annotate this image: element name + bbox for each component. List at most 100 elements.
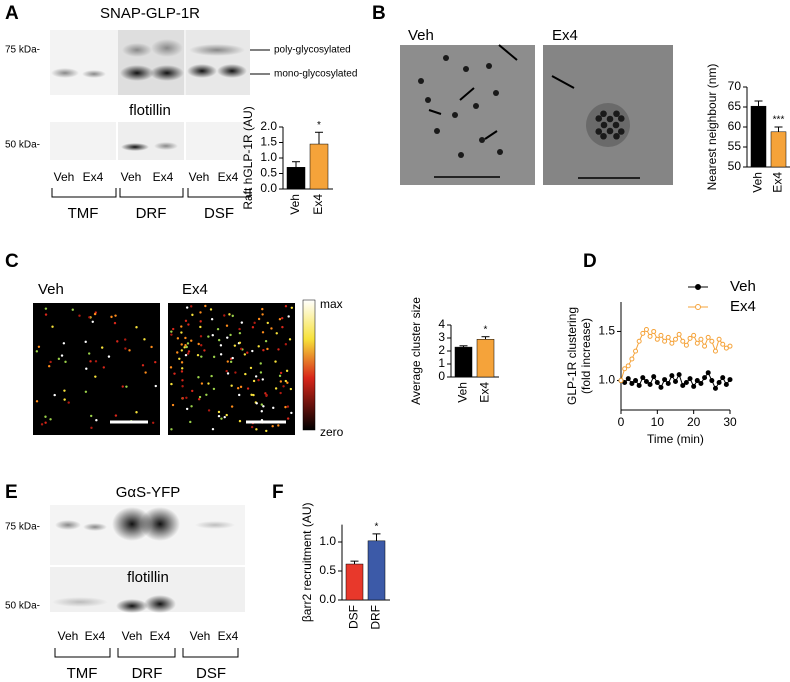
significance: *** bbox=[773, 115, 785, 126]
cluster-spot bbox=[238, 327, 241, 331]
image-label: Veh bbox=[38, 281, 64, 298]
data-point bbox=[647, 333, 653, 339]
cluster-spot bbox=[144, 371, 147, 374]
data-point bbox=[676, 372, 682, 378]
y-tick-label: 50 bbox=[728, 159, 742, 173]
panel-letter: D bbox=[583, 251, 597, 272]
cluster-spot bbox=[262, 405, 265, 408]
cluster-spot bbox=[259, 362, 262, 365]
data-point bbox=[640, 330, 646, 336]
cluster-spot bbox=[84, 340, 87, 344]
y-axis-title: Raft hGLP-1R (AU) bbox=[241, 106, 255, 209]
cluster-spot bbox=[284, 305, 288, 308]
cluster-spot bbox=[184, 336, 187, 340]
data-point bbox=[712, 348, 718, 354]
cluster-spot bbox=[240, 321, 244, 324]
cluster-spot bbox=[49, 418, 52, 421]
cluster-spot bbox=[216, 327, 220, 331]
data-point bbox=[709, 338, 715, 344]
cluster-spot bbox=[151, 421, 155, 424]
cluster-spot bbox=[239, 385, 243, 389]
marker-label: 50 kDa- bbox=[5, 140, 40, 151]
cluster-spot bbox=[184, 319, 188, 323]
cluster-spot bbox=[135, 411, 138, 414]
data-point bbox=[723, 381, 729, 387]
cluster-spot bbox=[44, 415, 47, 418]
data-point bbox=[680, 382, 686, 388]
gold-particle bbox=[486, 63, 492, 69]
cluster-spot bbox=[223, 415, 226, 419]
lane-label: Ex4 bbox=[83, 170, 104, 184]
data-point bbox=[662, 377, 668, 383]
colorbar-label: max bbox=[320, 297, 343, 311]
cluster-spot bbox=[275, 332, 278, 335]
gold-particle bbox=[613, 132, 620, 140]
y-tick-label: 3 bbox=[438, 330, 445, 344]
cluster-spot bbox=[223, 314, 226, 317]
cluster-spot bbox=[255, 402, 258, 405]
data-point bbox=[633, 348, 639, 354]
cluster-spot bbox=[171, 327, 175, 331]
cluster-spot bbox=[253, 321, 256, 325]
cluster-spot bbox=[229, 360, 233, 364]
cluster-spot bbox=[102, 366, 106, 369]
cluster-spot bbox=[239, 347, 243, 351]
lane-label: Veh bbox=[122, 629, 143, 643]
cluster-spot bbox=[180, 370, 184, 373]
cluster-spot bbox=[116, 340, 119, 343]
y-axis-title: GLP-1R clustering bbox=[565, 307, 579, 405]
data-point bbox=[636, 338, 642, 344]
gold-particle bbox=[595, 115, 603, 122]
gold-particle bbox=[595, 128, 603, 135]
lane-label: Veh bbox=[54, 170, 75, 184]
cluster-spot bbox=[243, 353, 247, 356]
cluster-spot bbox=[71, 308, 74, 311]
cluster-spot bbox=[197, 342, 200, 346]
image-label: Veh bbox=[408, 27, 434, 44]
lane-label: Veh bbox=[189, 170, 210, 184]
data-point bbox=[716, 380, 722, 386]
cluster-spot bbox=[231, 314, 234, 318]
cluster-spot bbox=[91, 320, 94, 323]
cluster-spot bbox=[185, 306, 189, 309]
cluster-spot bbox=[170, 333, 173, 336]
cluster-spot bbox=[278, 318, 282, 321]
lane-label: Ex4 bbox=[150, 629, 171, 643]
cluster-spot bbox=[210, 318, 214, 321]
cluster-spot bbox=[234, 371, 237, 374]
cluster-spot bbox=[49, 360, 52, 364]
cluster-spot bbox=[178, 357, 181, 361]
cluster-spot bbox=[264, 392, 267, 395]
cluster-spot bbox=[114, 414, 118, 417]
cluster-spot bbox=[217, 414, 221, 418]
cluster-spot bbox=[141, 364, 145, 367]
cluster-spot bbox=[180, 331, 183, 334]
data-point bbox=[651, 328, 657, 334]
cluster-spot bbox=[250, 425, 254, 429]
cluster-spot bbox=[181, 396, 185, 400]
marker-label: 75 kDa- bbox=[5, 45, 40, 56]
cluster-spot bbox=[180, 325, 183, 328]
cluster-spot bbox=[200, 382, 204, 385]
cluster-spot bbox=[154, 384, 157, 388]
cluster-spot bbox=[271, 424, 274, 428]
cluster-spot bbox=[238, 331, 242, 335]
x-tick-label: 30 bbox=[723, 415, 737, 429]
cluster-spot bbox=[286, 381, 289, 384]
cluster-spot bbox=[199, 325, 202, 329]
cluster-spot bbox=[176, 351, 179, 354]
cluster-spot bbox=[212, 387, 216, 391]
cluster-spot bbox=[226, 372, 230, 375]
cluster-spot bbox=[212, 355, 216, 359]
cluster-spot bbox=[94, 375, 97, 378]
data-point bbox=[727, 377, 733, 383]
x-tick-label: DRF bbox=[369, 605, 383, 630]
data-point bbox=[702, 375, 708, 381]
y-axis-title: βarr2 recruitment (AU) bbox=[300, 503, 314, 623]
cluster-spot bbox=[277, 424, 280, 427]
cluster-spot bbox=[261, 331, 265, 334]
cluster-spot bbox=[225, 413, 228, 417]
data-point bbox=[694, 378, 700, 384]
panel-letter: F bbox=[272, 482, 284, 503]
cluster-spot bbox=[186, 342, 190, 345]
